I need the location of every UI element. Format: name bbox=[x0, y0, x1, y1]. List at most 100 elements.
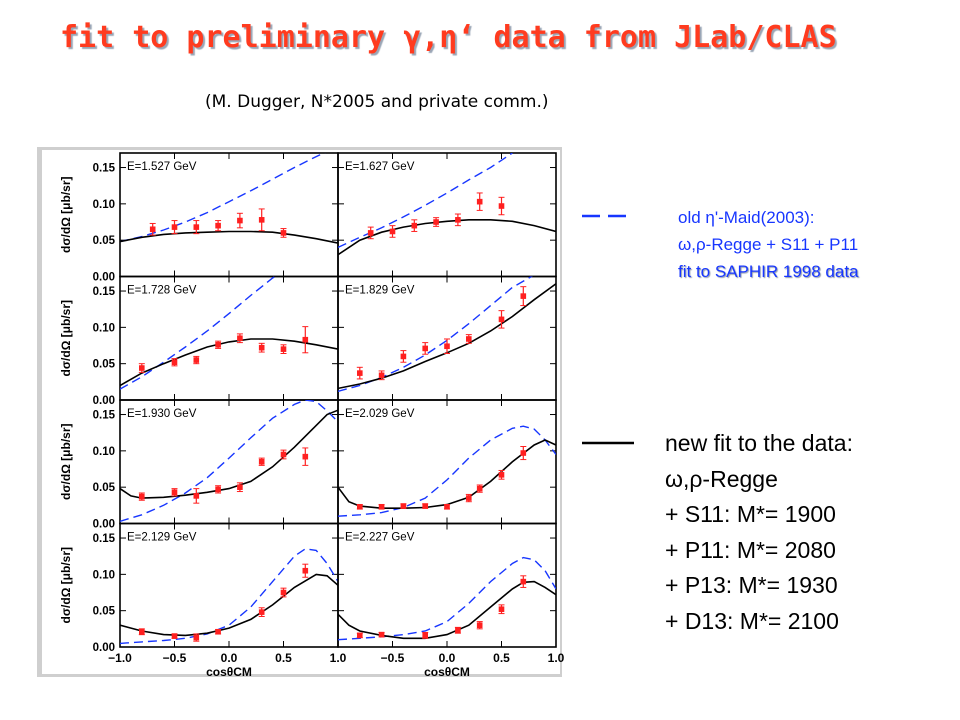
energy-label: E=2.029 GeV bbox=[345, 408, 415, 420]
data-point bbox=[455, 217, 461, 223]
x-tick-label: 0.5 bbox=[493, 651, 510, 665]
page-title: fit to preliminary γ,η‘ data from JLab/C… bbox=[60, 20, 837, 55]
x-tick-label: −0.5 bbox=[163, 651, 187, 665]
data-point bbox=[149, 226, 156, 233]
data-point bbox=[193, 224, 200, 230]
data-point bbox=[215, 341, 221, 348]
data-point bbox=[237, 484, 243, 490]
x-tick-label: 1.0 bbox=[330, 651, 347, 665]
old-model-title: old η'-Maid(2003): bbox=[678, 208, 815, 227]
data-point bbox=[139, 628, 145, 635]
data-point bbox=[139, 493, 145, 500]
data-point bbox=[498, 316, 505, 323]
energy-label: E=2.227 GeV bbox=[345, 532, 415, 544]
data-point bbox=[520, 578, 527, 585]
data-point bbox=[215, 486, 221, 493]
data-point bbox=[171, 224, 178, 230]
data-point bbox=[258, 458, 265, 465]
data-point bbox=[237, 335, 243, 342]
new-fit-curve bbox=[120, 338, 338, 387]
old-model-curve bbox=[120, 400, 338, 522]
data-point bbox=[193, 493, 200, 499]
x-tick-label: −1.0 bbox=[108, 651, 132, 665]
x-tick-label: 1.0 bbox=[548, 651, 565, 665]
data-point bbox=[476, 622, 483, 629]
y-tick-label: 0.10 bbox=[93, 569, 115, 581]
data-point bbox=[357, 503, 363, 510]
old-model-curve bbox=[120, 548, 338, 645]
data-point bbox=[139, 365, 145, 371]
new-fit-p13: + P13: M*= 1930 bbox=[665, 572, 838, 598]
y-tick-label: 0.10 bbox=[93, 446, 115, 458]
data-point bbox=[302, 567, 309, 574]
data-point bbox=[171, 489, 178, 496]
x-axis-label: cosθCM bbox=[206, 665, 252, 679]
old-model-curve bbox=[120, 276, 277, 390]
panel-4: E=1.829 GeV bbox=[337, 275, 557, 401]
data-point bbox=[302, 453, 309, 460]
new-fit-legend: new fit to the data: ω,ρ-Regge + S11: M*… bbox=[665, 426, 853, 639]
data-point bbox=[171, 359, 178, 366]
data-point bbox=[520, 293, 527, 299]
new-fit-s11: + S11: M*= 1900 bbox=[665, 501, 836, 527]
data-point bbox=[280, 346, 287, 352]
data-point bbox=[476, 198, 483, 205]
data-point bbox=[280, 589, 287, 596]
old-model-fit-note: fit to SAPHIR 1998 data bbox=[678, 262, 859, 281]
data-point bbox=[433, 219, 439, 225]
data-point bbox=[400, 353, 407, 360]
old-model-ingredients: ω,ρ-Regge + S11 + P11 bbox=[678, 235, 859, 254]
new-fit-legend-swatch bbox=[582, 441, 634, 445]
data-point bbox=[422, 632, 428, 639]
data-point bbox=[378, 503, 385, 510]
data-point bbox=[357, 370, 363, 376]
data-point bbox=[389, 228, 396, 235]
y-tick-label: 0.15 bbox=[93, 410, 116, 422]
y-tick-label: 0.10 bbox=[93, 322, 115, 334]
data-point bbox=[378, 372, 385, 379]
data-point bbox=[520, 450, 527, 456]
y-axis-label: dσ/dΩ [μb/sr] bbox=[59, 300, 73, 377]
new-fit-title: new fit to the data: bbox=[665, 430, 853, 456]
x-tick-label: 0.0 bbox=[439, 651, 456, 665]
data-point bbox=[466, 336, 472, 342]
data-point bbox=[498, 203, 505, 209]
y-tick-label: 0.05 bbox=[93, 359, 116, 371]
old-model-legend: old η'-Maid(2003): ω,ρ-Regge + S11 + P11… bbox=[678, 204, 859, 285]
energy-label: E=1.627 GeV bbox=[345, 161, 415, 173]
data-point bbox=[411, 222, 418, 229]
new-fit-p11: + P11: M*= 2080 bbox=[665, 536, 836, 563]
data-point bbox=[258, 217, 265, 223]
data-point bbox=[357, 632, 363, 639]
y-tick-label: 0.05 bbox=[93, 235, 116, 247]
x-tick-label: 0.5 bbox=[275, 651, 292, 665]
data-point bbox=[476, 485, 483, 492]
x-tick-label: 0.0 bbox=[221, 651, 238, 665]
data-point bbox=[171, 633, 178, 639]
figure-background bbox=[42, 150, 560, 674]
data-point bbox=[444, 343, 450, 350]
data-point bbox=[193, 634, 200, 641]
old-model-curve bbox=[120, 153, 326, 243]
energy-label: E=2.129 GeV bbox=[127, 532, 197, 544]
data-point bbox=[258, 344, 265, 351]
energy-label: E=1.527 GeV bbox=[127, 161, 197, 173]
data-point bbox=[280, 230, 287, 236]
y-tick-label: 0.00 bbox=[93, 519, 115, 531]
new-fit-curve bbox=[338, 219, 556, 256]
new-fit-regge: ω,ρ-Regge bbox=[665, 465, 778, 492]
old-model-curve bbox=[338, 425, 556, 517]
data-point bbox=[498, 472, 505, 478]
data-point bbox=[466, 495, 472, 501]
data-point bbox=[302, 336, 309, 343]
y-tick-label: 0.15 bbox=[93, 533, 116, 545]
y-tick-label: 0.15 bbox=[93, 163, 116, 175]
y-tick-label: 0.00 bbox=[93, 642, 115, 654]
x-tick-label: −0.5 bbox=[381, 651, 405, 665]
y-axis-label: dσ/dΩ [μb/sr] bbox=[59, 547, 73, 624]
old-model-legend-swatch bbox=[582, 214, 634, 218]
data-point bbox=[455, 627, 461, 634]
new-fit-curve bbox=[120, 573, 338, 637]
data-point bbox=[444, 503, 450, 510]
